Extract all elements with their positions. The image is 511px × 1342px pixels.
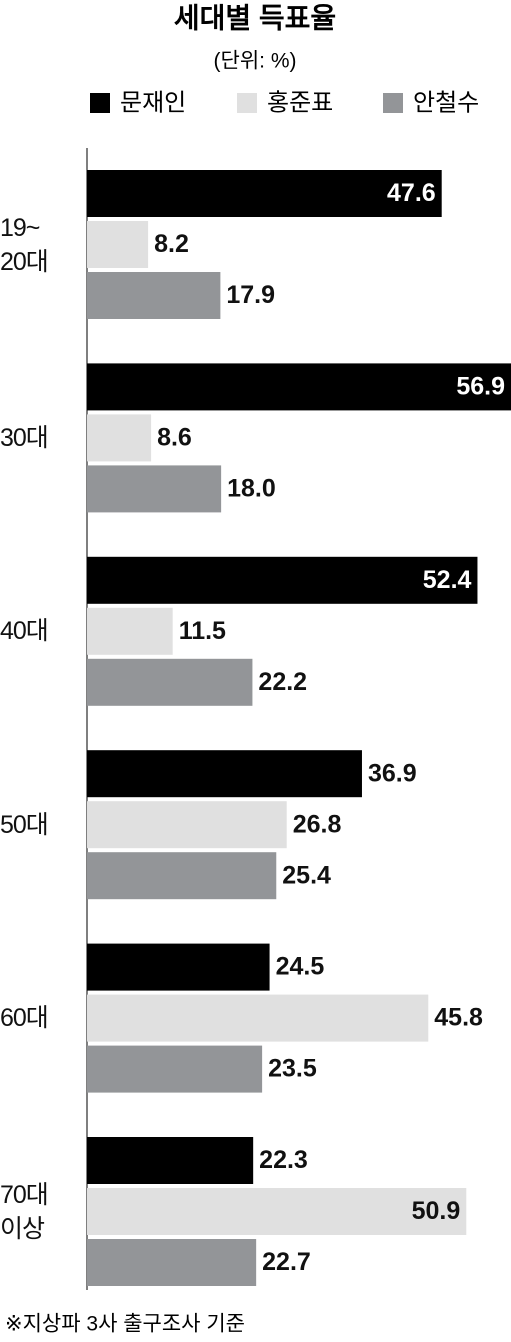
bar [87, 414, 152, 462]
bar [87, 750, 362, 798]
value-label: 24.5 [276, 953, 325, 981]
value-label: 26.8 [293, 810, 342, 838]
bar [87, 607, 173, 655]
value-label: 8.6 [157, 424, 192, 452]
value-label: 50.9 [412, 1197, 461, 1225]
category-label: 60대 [0, 1004, 49, 1033]
category-label: 70대 이상 [0, 1180, 49, 1243]
bar [87, 1239, 257, 1286]
legend-label: 문재인 [120, 89, 186, 116]
value-label: 22.2 [258, 668, 307, 696]
category-label: 30대 [0, 423, 49, 452]
bar [87, 556, 478, 604]
legend-label: 홍준표 [267, 89, 333, 116]
bar [87, 272, 221, 319]
footnote: ※지상파 3사 출구조사 기준 [5, 1313, 245, 1336]
bar [87, 170, 442, 217]
bar [87, 658, 253, 706]
value-label: 47.6 [387, 179, 436, 207]
bar [87, 852, 277, 900]
value-label: 52.4 [423, 566, 472, 594]
bar [87, 1137, 254, 1184]
value-label: 11.5 [179, 617, 226, 645]
value-label: 18.0 [227, 475, 276, 503]
bar [87, 994, 429, 1042]
legend-label: 안철수 [413, 89, 479, 116]
category-label: 50대 [0, 810, 49, 839]
bar [87, 465, 222, 513]
category-label: 19~ 20대 [0, 213, 49, 276]
chart-subtitle: (단위: %) [214, 50, 297, 73]
bar [87, 1188, 467, 1235]
value-label: 8.2 [154, 230, 189, 258]
legend-swatch [237, 93, 257, 113]
value-label: 22.7 [262, 1248, 311, 1276]
value-label: 17.9 [226, 281, 275, 309]
value-label: 22.3 [259, 1146, 308, 1174]
value-label: 56.9 [456, 373, 505, 401]
value-label: 45.8 [434, 1004, 483, 1032]
bar [87, 363, 511, 411]
legend-swatch [90, 93, 110, 113]
bar [87, 1045, 263, 1093]
chart-title: 세대별 득표율 [174, 2, 336, 33]
value-label: 23.5 [268, 1055, 317, 1083]
legend-swatch [383, 93, 403, 113]
bar [87, 221, 149, 268]
value-label: 36.9 [368, 759, 417, 787]
bar [87, 943, 270, 991]
category-label: 40대 [0, 617, 49, 646]
bar [87, 801, 287, 849]
value-label: 25.4 [282, 861, 331, 889]
